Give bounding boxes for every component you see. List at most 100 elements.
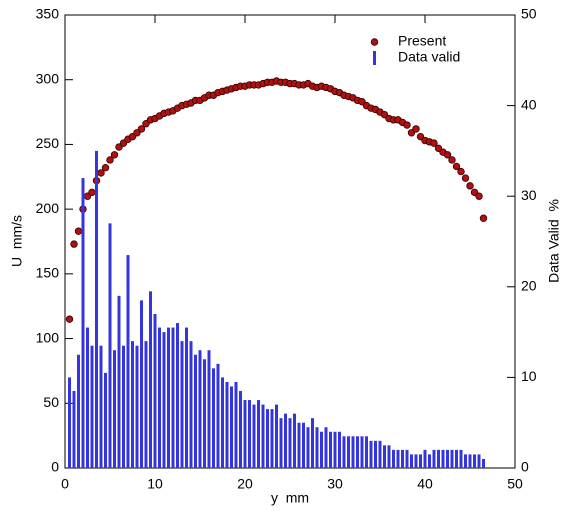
bar [477,454,481,468]
bar [176,323,179,468]
bar [410,454,413,468]
point [466,182,474,190]
bar [347,436,350,468]
y2-tick-label: 40 [521,96,537,112]
y-tick-label: 0 [51,459,59,475]
bar [270,409,274,468]
bar [90,345,94,468]
x-tick-label: 40 [417,476,433,492]
y-tick-label: 100 [36,329,60,345]
bar [99,345,103,468]
bar [117,295,121,468]
bar [329,431,332,468]
bar [293,413,296,468]
bar [473,454,476,468]
bar [333,431,337,468]
point [101,164,110,172]
bar [405,449,409,468]
x-axis-label: y mm [271,490,309,506]
y2-tick-label: 10 [521,368,537,384]
bar [203,359,206,468]
point [479,214,488,222]
y-tick-label: 250 [36,135,60,151]
bar [180,341,184,468]
bar [306,427,310,468]
point [443,151,452,159]
bar [194,354,197,468]
y-tick-label: 350 [36,6,60,22]
point [457,167,465,176]
bar [261,404,265,468]
y-axis-label: U mm/s [9,215,25,267]
y-tick-label: 150 [36,265,60,281]
bar [288,418,292,468]
y2-tick-label: 0 [521,459,529,475]
bar [266,409,269,468]
point [461,174,470,182]
bar [221,377,224,468]
bar [216,363,220,468]
bar [122,345,125,468]
bar [284,413,287,468]
bar [95,150,98,468]
bar [108,223,112,468]
bar [239,390,242,468]
bar [302,422,305,468]
y2-tick-label: 50 [521,6,537,22]
bar [297,422,301,468]
bar [342,436,346,468]
bar [401,449,404,468]
bar [68,377,71,468]
bar [81,178,85,468]
bar [198,350,202,468]
legend-label: Data valid [398,49,460,65]
bar [153,313,157,468]
bar [464,454,467,468]
bar [257,400,260,468]
bar [158,327,161,468]
bar [437,449,440,468]
point [448,156,456,164]
bar [149,291,152,468]
legend-swatch [370,38,379,46]
bar [185,327,188,468]
point [88,188,96,197]
bar [135,345,139,468]
bar [279,418,283,468]
bar [414,454,418,468]
bar [432,449,436,468]
bar [252,404,256,468]
legend-label: Present [398,33,446,49]
bar [419,454,422,468]
bar [167,327,170,468]
x-tick-label: 20 [237,476,253,492]
bar [320,431,323,468]
bar [338,431,341,468]
bar [455,449,458,468]
bar [104,372,107,468]
bar [162,332,166,468]
bar [468,454,472,468]
bar [459,449,463,468]
y2-tick-label: 20 [521,278,537,294]
bar [365,436,368,468]
y-tick-label: 200 [36,200,60,216]
bar [243,400,247,468]
bar [351,436,355,468]
point [403,121,411,129]
bar [378,440,382,468]
bar [428,454,431,468]
point [475,192,483,200]
bar [234,381,238,468]
y2-tick-label: 30 [521,187,537,203]
bar [315,427,319,468]
bar [311,418,314,468]
bar [140,300,143,468]
bar [482,458,485,468]
bar [374,440,377,468]
bar [126,255,130,468]
y-tick-label: 300 [36,70,60,86]
point [137,125,146,133]
bar [131,341,134,468]
